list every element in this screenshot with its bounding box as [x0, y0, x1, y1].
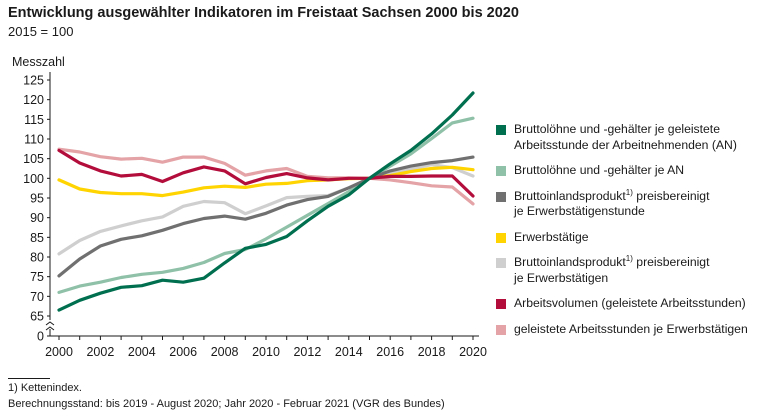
series-line-a	[57, 91, 475, 312]
legend-item-d: Erwerbstätige	[496, 230, 776, 246]
axis-break-mark	[45, 321, 55, 326]
footnote-marker: 1)	[625, 187, 633, 197]
x-tick-label: 2006	[169, 345, 197, 359]
y-tick-label: 0	[37, 330, 44, 344]
series-line-f	[57, 148, 475, 198]
legend-item-b: Bruttolöhne und -gehälter je AN	[496, 163, 776, 179]
x-tick-label: 2018	[418, 345, 446, 359]
x-tick-label: 2008	[211, 345, 239, 359]
y-tick-labels: 0 65 70 75 80 85 90 95 100 105 110 115 120 125	[23, 74, 44, 344]
x-tick-label: 2000	[45, 345, 73, 359]
y-axis-label: Messzahl	[12, 55, 65, 69]
chart-subtitle: 2015 = 100	[8, 24, 74, 39]
legend-label: Bruttolöhne und -gehälter je AN	[514, 163, 685, 177]
legend-label: Bruttoinlandsprodukt	[514, 188, 626, 203]
series-lines	[57, 91, 475, 312]
legend-label: Erwerbstätige	[514, 229, 589, 244]
y-tick-label: 75	[30, 270, 44, 284]
y-tick-label: 70	[30, 290, 44, 304]
y-tick-label: 95	[30, 192, 44, 206]
legend-label: geleistete Arbeitsstunden je Erwerbstäti…	[514, 321, 748, 336]
legend-label: preisbereinigt	[632, 255, 710, 269]
legend: Bruttolöhne und -gehälter je geleistete …	[496, 122, 776, 337]
legend-swatch	[496, 299, 506, 309]
series-line-c	[57, 155, 475, 278]
footnote-kettenindex: 1) Kettenindex.	[8, 382, 82, 394]
x-tick-labels: 2000 2002 2004 2006 2008 2010 2012 2014 2016 2018…	[45, 345, 487, 359]
series-line-e	[57, 163, 475, 256]
x-tick-label: 2014	[335, 345, 363, 359]
x-tick-label: 2020	[459, 345, 487, 359]
legend-swatch	[496, 324, 506, 335]
x-tick-label: 2010	[252, 345, 280, 359]
series-line-d	[57, 165, 475, 198]
axis-break-mark	[45, 326, 55, 331]
legend-item-e: Bruttoinlandsprodukt1) preisbereinigt je…	[496, 253, 776, 286]
legend-label: Arbeitsstunde der Arbeitnehmenden (AN)	[514, 137, 737, 152]
legend-label: Arbeitsvolumen (geleistete Arbeitsstunde…	[514, 296, 746, 310]
y-tick-label: 65	[30, 310, 44, 324]
y-tick-label: 115	[24, 113, 44, 127]
legend-item-f: Arbeitsvolumen (geleistete Arbeitsstunde…	[496, 296, 776, 312]
legend-swatch	[496, 125, 506, 135]
legend-item-a: Bruttolöhne und -gehälter je geleistete …	[496, 122, 776, 153]
y-tick-label: 80	[30, 251, 44, 265]
footnote-marker: 1)	[625, 253, 633, 263]
legend-label: Bruttoinlandsprodukt	[514, 255, 626, 269]
legend-swatch	[496, 232, 506, 243]
legend-label: je Erwerbstätigen	[514, 270, 609, 285]
legend-label: preisbereinigt	[632, 188, 710, 203]
x-tick-label: 2004	[128, 345, 156, 359]
legend-label: Bruttolöhne und -gehälter je geleistete	[514, 122, 720, 136]
y-tick-label: 90	[30, 211, 44, 225]
legend-item-c: Bruttoinlandsprodukt1) preisbereinigt je…	[496, 187, 776, 220]
y-tick-label: 120	[23, 93, 44, 107]
legend-label: je Erwerbstätigenstunde	[514, 204, 645, 218]
legend-item-g: geleistete Arbeitsstunden je Erwerbstäti…	[496, 322, 776, 338]
footnote-divider	[8, 378, 50, 379]
x-tick-label: 2002	[86, 345, 114, 359]
legend-swatch	[496, 258, 506, 268]
y-tick-label: 85	[30, 231, 44, 245]
axes	[45, 72, 479, 340]
legend-swatch	[496, 191, 506, 202]
y-tick-label: 100	[23, 172, 44, 186]
x-tick-label: 2016	[376, 345, 404, 359]
series-line-g	[57, 147, 475, 206]
y-tick-label: 110	[24, 133, 44, 147]
legend-swatch	[496, 166, 506, 176]
series-line-b	[57, 116, 475, 294]
line-chart: Messzahl 0 65 70 75 80 85 90 95 100 105 110 115 120 1…	[12, 55, 487, 359]
x-tick-label: 2012	[293, 345, 321, 359]
y-tick-label: 125	[23, 74, 44, 88]
chart-title: Entwicklung ausgewählter Indikatoren im …	[8, 5, 519, 21]
y-tick-label: 105	[23, 152, 44, 166]
footnote-berechnungsstand: Berechnungsstand: bis 2019 - August 2020…	[8, 398, 445, 410]
